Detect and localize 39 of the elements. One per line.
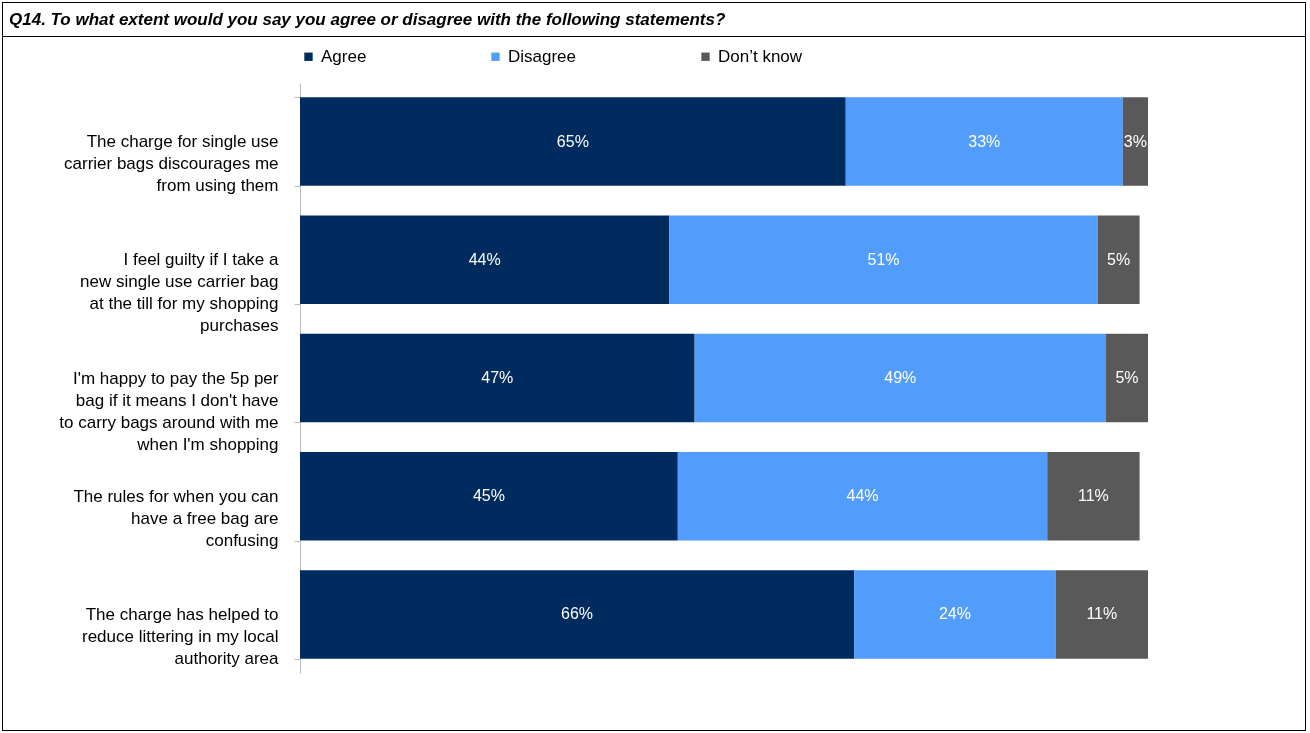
- data-label: 5%: [1115, 369, 1139, 386]
- data-label: 11%: [1086, 605, 1118, 623]
- bar: [300, 451, 678, 541]
- bar: [694, 333, 1107, 423]
- data-label: 33%: [968, 132, 1001, 150]
- bar: [669, 215, 1098, 305]
- bar: [1106, 333, 1148, 423]
- legend-label: Don’t know: [718, 46, 803, 66]
- data-label: 44%: [846, 487, 879, 505]
- chart-title: Q14. To what extent would you say you agree or disagree with the following statements?: [3, 3, 1305, 37]
- data-label: 47%: [481, 369, 514, 386]
- data-label: 24%: [938, 605, 971, 623]
- y-tick-label: I feel guilty if I take a new single use carrier bag at the till for my shopping purchases: [80, 250, 280, 336]
- data-label: 11%: [1078, 487, 1109, 505]
- data-label: 65%: [556, 132, 589, 150]
- bar: [845, 97, 1123, 186]
- bar: [300, 97, 846, 186]
- bar: [300, 333, 695, 423]
- bar: [1047, 451, 1140, 541]
- data-label: 44%: [468, 250, 501, 268]
- data-label: 49%: [884, 369, 917, 386]
- y-tick-label: The charge has helped to reduce littering in my local authority area: [81, 604, 280, 668]
- y-tick-label: The rules for when you can have a free bag are confusing: [73, 486, 279, 550]
- legend-label: Agree: [321, 46, 367, 66]
- y-tick-label: The charge for single use carrier bags discourages me from using them: [64, 132, 279, 196]
- bar: [677, 451, 1048, 541]
- data-label: 5%: [1107, 250, 1131, 268]
- data-label: 3%: [1123, 132, 1147, 150]
- data-label: 45%: [472, 487, 505, 505]
- data-label: 66%: [561, 605, 594, 623]
- bar: [300, 215, 670, 305]
- bar: [854, 570, 1056, 659]
- bar: [300, 570, 855, 659]
- data-label: 51%: [867, 250, 900, 268]
- y-tick-label: I'm happy to pay the 5p per bag if it means I don't have to carry bags around with me when I'm shopping: [59, 368, 279, 454]
- bar: [1097, 215, 1140, 305]
- legend-label: Disagree: [508, 46, 577, 66]
- bar: [1055, 570, 1148, 659]
- bar: [1122, 97, 1148, 186]
